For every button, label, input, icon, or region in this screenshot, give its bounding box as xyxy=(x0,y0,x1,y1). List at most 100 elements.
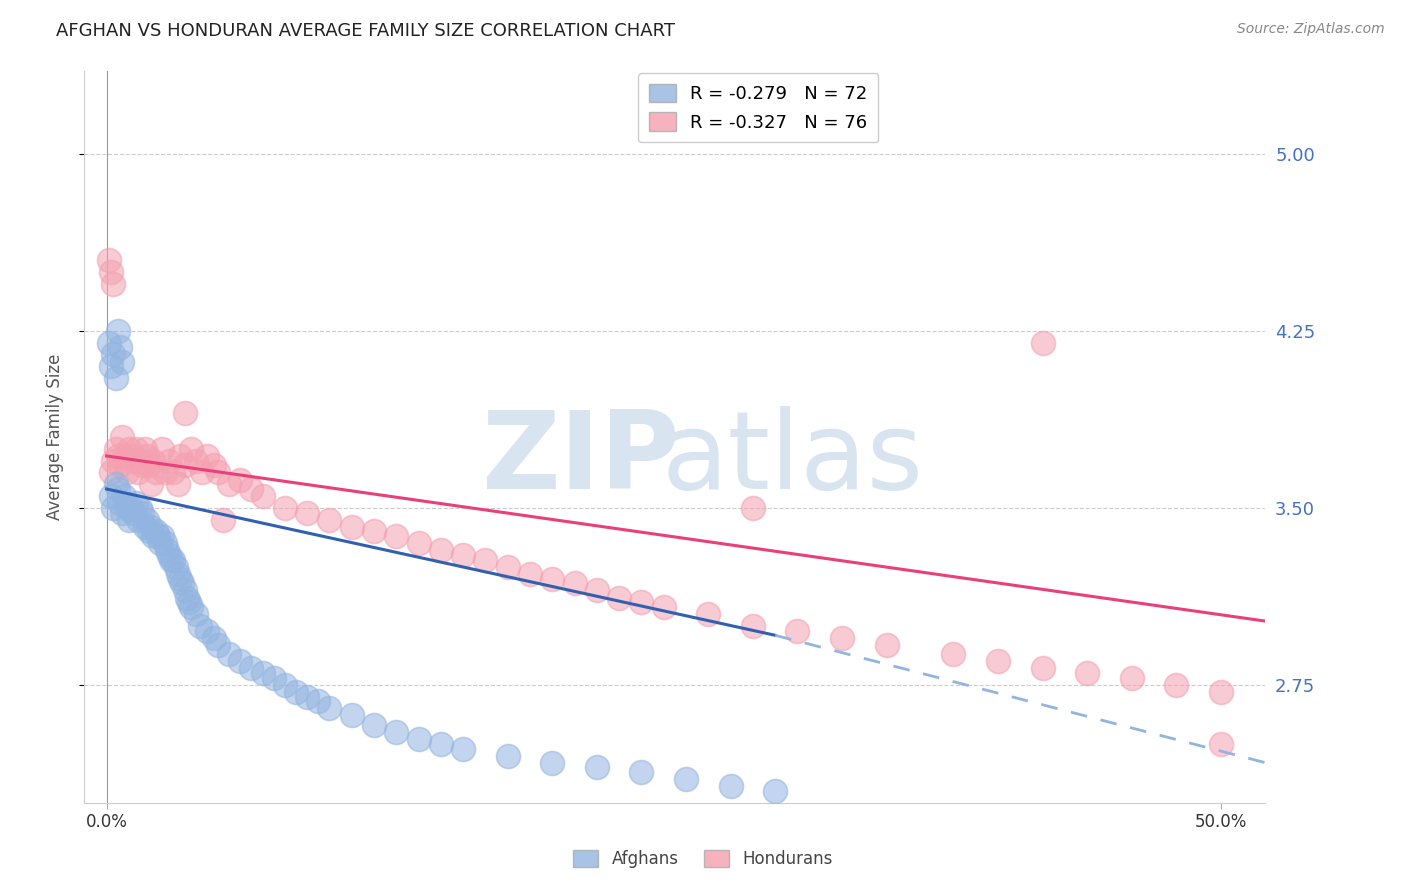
Point xyxy=(100,466,122,480)
Point xyxy=(134,520,156,534)
Point xyxy=(541,756,564,770)
Point xyxy=(129,453,152,467)
Point xyxy=(408,732,430,747)
Point xyxy=(104,442,127,456)
Point xyxy=(142,453,165,467)
Point xyxy=(451,741,474,756)
Point xyxy=(111,506,134,520)
Text: atlas: atlas xyxy=(662,406,924,512)
Point xyxy=(586,583,609,598)
Legend: Afghans, Hondurans: Afghans, Hondurans xyxy=(567,843,839,875)
Point xyxy=(274,500,297,515)
Point xyxy=(430,543,453,558)
Point xyxy=(195,624,218,638)
Point xyxy=(207,638,229,652)
Point xyxy=(108,496,131,510)
Point xyxy=(229,654,252,668)
Point xyxy=(675,772,697,787)
Point xyxy=(180,599,202,614)
Point xyxy=(218,647,240,661)
Point xyxy=(114,489,136,503)
Point xyxy=(108,458,131,473)
Point xyxy=(118,442,141,456)
Point xyxy=(720,779,742,793)
Point xyxy=(177,595,200,609)
Point xyxy=(307,694,329,708)
Point xyxy=(295,506,318,520)
Point xyxy=(363,718,385,732)
Point xyxy=(252,489,274,503)
Point xyxy=(1032,661,1054,675)
Point xyxy=(430,737,453,751)
Point xyxy=(408,536,430,550)
Point xyxy=(167,477,190,491)
Point xyxy=(385,725,408,739)
Point xyxy=(97,253,120,268)
Point xyxy=(172,576,194,591)
Point xyxy=(135,513,157,527)
Point xyxy=(340,708,363,723)
Y-axis label: Average Family Size: Average Family Size xyxy=(45,354,63,520)
Point xyxy=(763,784,786,798)
Point xyxy=(202,631,225,645)
Point xyxy=(100,265,122,279)
Text: Source: ZipAtlas.com: Source: ZipAtlas.com xyxy=(1237,22,1385,37)
Point xyxy=(124,442,146,456)
Point xyxy=(831,631,853,645)
Point xyxy=(202,458,225,473)
Point xyxy=(741,500,763,515)
Point xyxy=(120,500,142,515)
Point xyxy=(173,583,195,598)
Point xyxy=(169,449,191,463)
Point xyxy=(104,371,127,385)
Point xyxy=(129,500,152,515)
Point xyxy=(1076,666,1098,681)
Point xyxy=(474,553,496,567)
Point xyxy=(162,553,184,567)
Point xyxy=(103,453,125,467)
Point xyxy=(111,430,134,444)
Point xyxy=(263,671,285,685)
Point xyxy=(240,482,263,496)
Point xyxy=(586,760,609,774)
Point xyxy=(167,566,190,581)
Point xyxy=(652,599,675,614)
Point xyxy=(274,678,297,692)
Point xyxy=(153,536,176,550)
Point xyxy=(120,453,142,467)
Point xyxy=(229,473,252,487)
Point xyxy=(146,529,169,543)
Point xyxy=(150,442,173,456)
Point xyxy=(285,685,308,699)
Point xyxy=(211,513,233,527)
Point xyxy=(131,458,153,473)
Point xyxy=(240,661,263,675)
Point xyxy=(318,701,340,715)
Point xyxy=(127,513,149,527)
Point xyxy=(138,524,160,539)
Point xyxy=(876,638,898,652)
Point xyxy=(451,548,474,562)
Point xyxy=(195,449,218,463)
Point xyxy=(169,572,191,586)
Point xyxy=(218,477,240,491)
Point xyxy=(107,482,129,496)
Point xyxy=(142,529,165,543)
Point xyxy=(340,520,363,534)
Point xyxy=(160,553,183,567)
Point xyxy=(207,466,229,480)
Point xyxy=(122,449,145,463)
Point xyxy=(149,536,172,550)
Point xyxy=(127,466,149,480)
Point xyxy=(165,559,187,574)
Point xyxy=(173,458,195,473)
Point xyxy=(295,690,318,704)
Point xyxy=(103,277,125,291)
Point xyxy=(1166,678,1188,692)
Point xyxy=(630,595,652,609)
Point xyxy=(107,449,129,463)
Point xyxy=(1121,671,1143,685)
Point xyxy=(1209,737,1232,751)
Point xyxy=(145,524,167,539)
Point xyxy=(131,506,153,520)
